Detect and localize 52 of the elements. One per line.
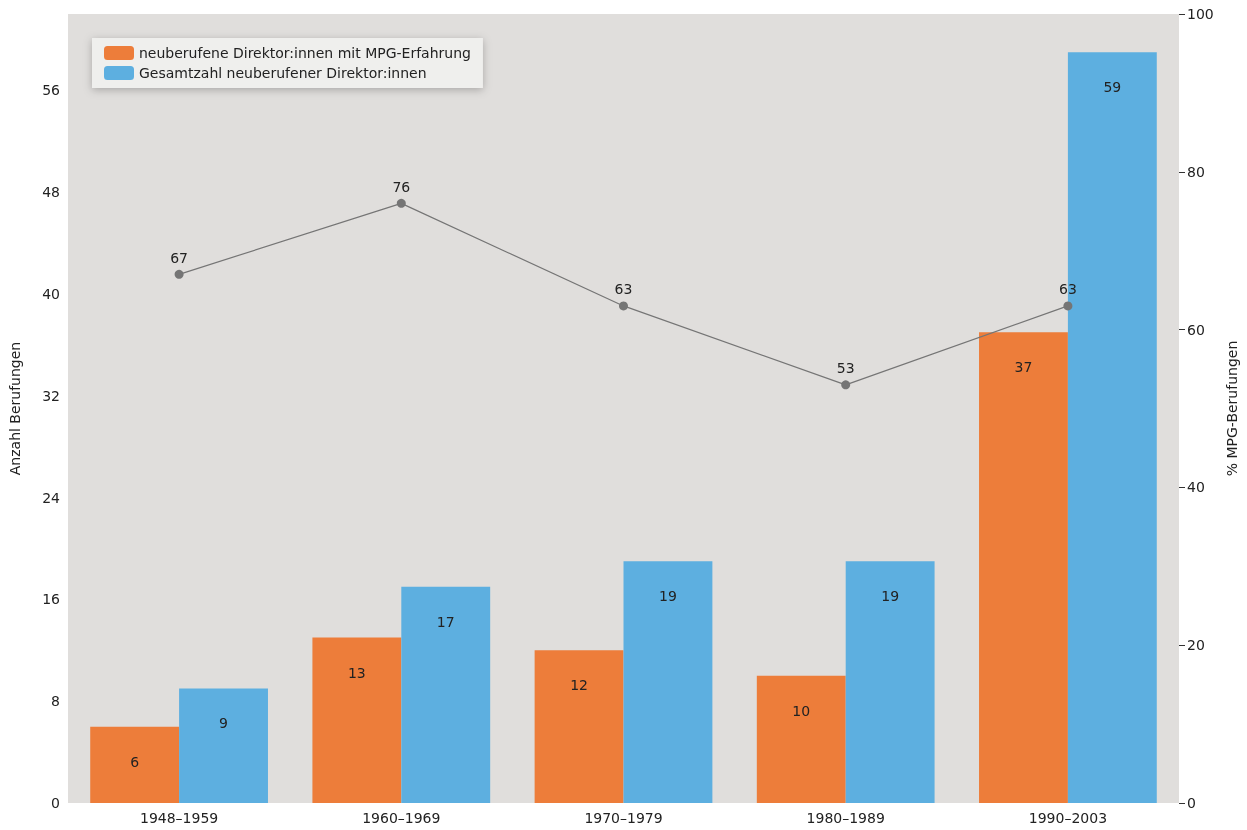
data-label: 17 bbox=[436, 613, 455, 630]
y-tick-label: 24 bbox=[42, 489, 61, 506]
data-label: 67 bbox=[170, 249, 189, 266]
point bbox=[619, 301, 628, 311]
point bbox=[396, 198, 406, 208]
y-tick-label: 56 bbox=[42, 82, 61, 99]
bar bbox=[534, 650, 624, 803]
data-label: 76 bbox=[392, 178, 411, 195]
y2-tick-label: 0 bbox=[1187, 795, 1196, 811]
y-tick-label: 0 bbox=[51, 795, 60, 811]
data-label: 19 bbox=[659, 588, 677, 605]
data-label: 37 bbox=[1014, 359, 1033, 376]
x-tick-label: 1990–2003 bbox=[1028, 810, 1108, 826]
y2-tick-label: 100 bbox=[1187, 6, 1214, 22]
bar bbox=[756, 675, 846, 803]
y2-tick-label: 60 bbox=[1187, 321, 1205, 338]
x-tick-label: 1960–1969 bbox=[362, 810, 441, 826]
data-label: 9 bbox=[219, 715, 228, 732]
data-label: 59 bbox=[1103, 79, 1122, 96]
y2-tick-label: 20 bbox=[1187, 637, 1205, 654]
data-label: 10 bbox=[792, 702, 811, 719]
x-tick-label: 1948–1959 bbox=[139, 810, 219, 826]
x-tick-label: 1980–1989 bbox=[806, 810, 885, 826]
data-label: 19 bbox=[881, 588, 900, 605]
y-tick-label: 48 bbox=[42, 184, 60, 201]
bar bbox=[90, 726, 180, 803]
y2-tick-label: 40 bbox=[1187, 479, 1205, 496]
y-tick-label: 8 bbox=[51, 693, 60, 710]
data-label: 12 bbox=[570, 677, 588, 694]
data-label: 63 bbox=[1058, 281, 1077, 298]
bar bbox=[845, 561, 935, 803]
bar bbox=[623, 561, 713, 803]
point bbox=[1063, 301, 1073, 311]
y-tick-label: 40 bbox=[42, 285, 60, 302]
bar bbox=[179, 688, 268, 803]
bar bbox=[979, 332, 1068, 803]
y2-tick-label: 80 bbox=[1187, 163, 1205, 180]
point bbox=[841, 380, 851, 390]
x-tick-label: 1970–1979 bbox=[584, 810, 663, 826]
data-label: 13 bbox=[347, 664, 366, 681]
data-label: 6 bbox=[130, 753, 140, 770]
point bbox=[174, 269, 184, 279]
y2-axis-title: % MPG-Berufungen bbox=[1224, 340, 1240, 477]
legend-label: Gesamtzahl neuberufener Direktor:innen bbox=[139, 65, 427, 81]
bar bbox=[312, 637, 402, 803]
y-tick-label: 32 bbox=[42, 387, 60, 404]
legend-label: neuberufene Direktor:innen mit MPG-Erfahrung bbox=[139, 45, 471, 61]
bar bbox=[401, 586, 491, 803]
data-label: 63 bbox=[614, 281, 633, 298]
y-tick-label: 16 bbox=[42, 591, 61, 608]
y-axis-title: Anzahl Berufungen bbox=[7, 341, 23, 476]
data-label: 53 bbox=[836, 360, 855, 377]
